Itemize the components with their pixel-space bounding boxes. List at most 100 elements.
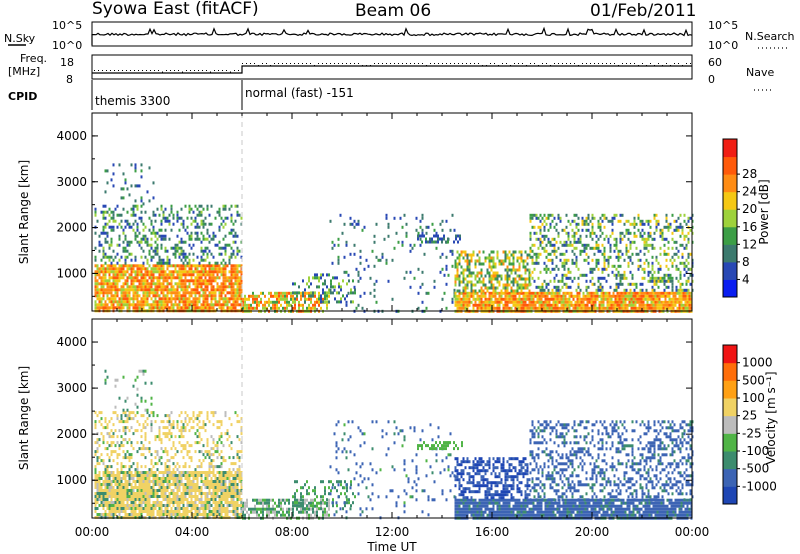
data-cell: [616, 294, 619, 298]
data-cell: [144, 504, 147, 507]
data-cell: [504, 277, 507, 281]
data-cell: [657, 270, 660, 274]
data-cell: [130, 510, 133, 513]
data-cell: [182, 303, 185, 307]
data-cell: [571, 258, 574, 262]
data-cell: [140, 246, 143, 250]
data-cell: [545, 234, 548, 238]
data-cell: [138, 243, 141, 247]
data-cell: [150, 267, 153, 271]
data-cell: [200, 474, 203, 477]
data-cell: [328, 288, 330, 292]
data-cell: [122, 249, 125, 253]
data-cell: [184, 471, 187, 474]
data-cell: [494, 300, 497, 304]
data-cell: [683, 261, 686, 265]
data-cell: [612, 306, 615, 310]
data-cell: [144, 489, 147, 492]
data-cell: [112, 501, 115, 504]
data-cell: [326, 273, 328, 277]
data-cell: [468, 294, 471, 298]
data-cell: [632, 291, 635, 295]
data-cell: [194, 231, 197, 235]
data-cell: [556, 303, 559, 307]
data-cell: [224, 267, 227, 271]
data-cell: [212, 279, 215, 283]
data-cell: [178, 252, 181, 256]
data-cell: [106, 294, 109, 298]
data-cell: [683, 267, 686, 271]
data-cell: [441, 219, 444, 223]
data-cell: [557, 213, 560, 217]
data-cell: [194, 471, 197, 474]
data-cell: [130, 303, 133, 307]
data-cell: [587, 216, 590, 220]
data-cell: [204, 273, 207, 277]
data-cell: [565, 213, 568, 217]
data-cell: [502, 303, 505, 307]
data-cell: [538, 294, 541, 298]
data-cell: [100, 498, 103, 501]
data-cell: [94, 495, 97, 498]
data-cell: [216, 243, 219, 247]
data-cell: [194, 285, 197, 289]
data-cell: [458, 297, 461, 301]
data-cell: [615, 267, 618, 271]
data-cell: [628, 297, 631, 301]
data-cell: [212, 288, 215, 292]
data-cell: [623, 276, 626, 280]
data-cell: [419, 243, 422, 247]
data-cell: [114, 513, 117, 516]
data-cell: [210, 204, 213, 208]
noise-right-label: N.Search: [745, 30, 795, 43]
data-cell: [604, 297, 607, 301]
data-cell: [186, 513, 189, 516]
data-cell: [302, 306, 304, 310]
data-cell: [160, 303, 163, 307]
data-cell: [539, 219, 542, 223]
data-cell: [508, 277, 511, 281]
data-cell: [148, 474, 151, 477]
data-cell: [156, 492, 159, 495]
data-cell: [659, 228, 662, 232]
data-cell: [146, 294, 149, 298]
data-cell: [363, 291, 366, 295]
data-cell: [628, 294, 631, 298]
data-cell: [210, 483, 213, 486]
data-cell: [594, 303, 597, 307]
data-cell: [556, 306, 559, 310]
data-cell: [594, 300, 597, 304]
data-cell: [224, 264, 227, 268]
data-cell: [268, 291, 270, 295]
data-cell: [102, 483, 105, 486]
data-cell: [633, 222, 636, 226]
data-cell: [154, 288, 157, 292]
data-cell: [472, 306, 475, 310]
data-cell: [146, 243, 149, 247]
data-cell: [456, 250, 459, 254]
data-cell: [539, 240, 542, 244]
data-cell: [689, 282, 692, 286]
data-cell: [162, 273, 165, 277]
data-cell: [200, 504, 203, 507]
data-cell: [98, 273, 101, 277]
nave-dot: [186, 70, 187, 71]
data-cell: [170, 501, 173, 504]
nave-dot: [678, 63, 679, 64]
data-cell: [238, 264, 241, 268]
data-cell: [595, 243, 598, 247]
data-cell: [474, 291, 477, 295]
data-cell: [593, 267, 596, 271]
data-cell: [188, 471, 191, 474]
data-cell: [294, 297, 296, 301]
data-cell: [128, 291, 131, 295]
data-cell: [194, 492, 197, 495]
data-cell: [146, 273, 149, 277]
nave-dot: [374, 63, 375, 64]
data-cell: [172, 477, 175, 480]
data-cell: [308, 303, 310, 307]
data-cell: [590, 291, 593, 295]
data-cell: [198, 471, 201, 474]
data-cell: [421, 234, 423, 238]
data-cell: [575, 213, 578, 217]
